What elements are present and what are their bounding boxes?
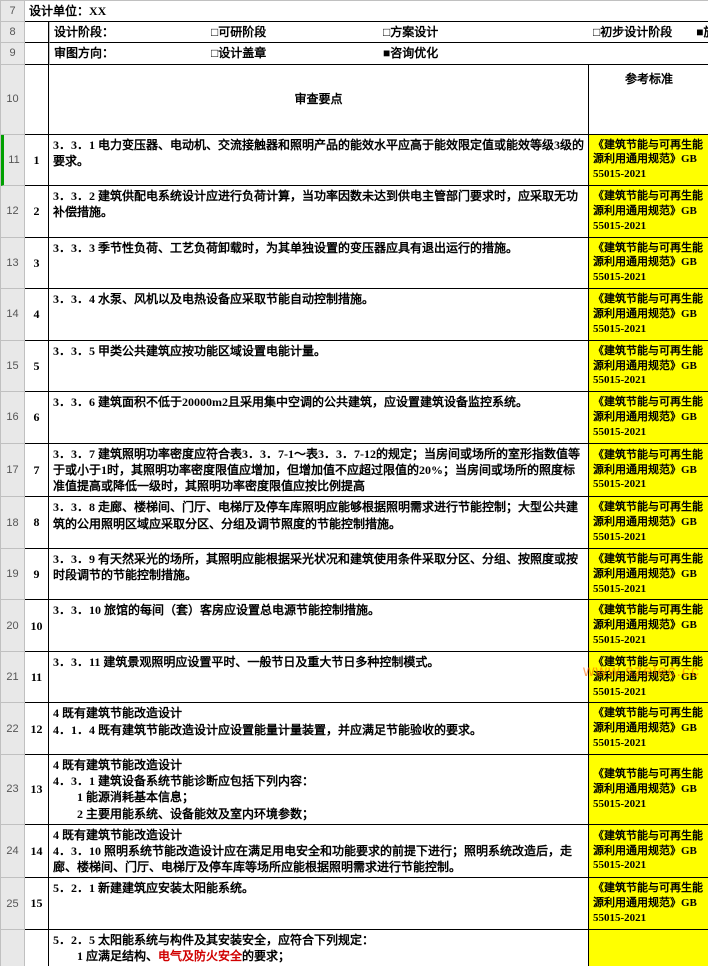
r10-spacer — [25, 65, 49, 135]
row-header-13: 13 — [1, 238, 25, 290]
num-13: 13 — [25, 755, 49, 825]
row-header-19: 19 — [1, 549, 25, 601]
std-6: 《建筑节能与可再生能源利用通用规范》GB 55015-2021 — [589, 392, 708, 444]
num-12: 12 — [25, 703, 49, 755]
row-header-26 — [1, 930, 25, 966]
std-13: 《建筑节能与可再生能源利用通用规范》GB 55015-2021 — [589, 755, 708, 825]
std-14: 《建筑节能与可再生能源利用通用规范》GB 55015-2021 — [589, 825, 708, 879]
ref-standard-title: 参考标准 — [625, 71, 673, 87]
num-6: 6 — [25, 392, 49, 444]
row-header-11: 11 — [1, 135, 25, 187]
std-15: 《建筑节能与可再生能源利用通用规范》GB 55015-2021 — [589, 878, 708, 930]
row-header-16: 16 — [1, 392, 25, 444]
num-7: 7 — [25, 444, 49, 498]
std-10: 《建筑节能与可再生能源利用通用规范》GB 55015-2021 — [589, 600, 708, 652]
item-12: 4 既有建筑节能改造设计 4．1．4 既有建筑节能改造设计应设置能量计量装置，并… — [49, 703, 589, 755]
num-16 — [25, 930, 49, 966]
row-header-12: 12 — [1, 186, 25, 238]
r8-spacer — [25, 22, 49, 43]
spreadsheet-grid: 7 设计单位：XX 8 设计阶段： □可研阶段 □方案设计 □初步设计阶段 ■施… — [0, 0, 708, 966]
row-header-7: 7 — [1, 1, 25, 22]
phase-opt-a: □可研阶段 — [207, 22, 379, 43]
num-14: 14 — [25, 825, 49, 879]
row-header-8: 8 — [1, 22, 25, 43]
item-7: 3．3．7 建筑照明功率密度应符合表3．3．7-1～表3．3．7-12的规定；当… — [49, 444, 589, 498]
review-opt-b: ■咨询优化 — [379, 43, 589, 64]
item-16: 5．2．5 太阳能系统与构件及其安装安全，应符合下列规定： 1 应满足结构、电气… — [49, 930, 589, 966]
design-unit-row: 设计单位：XX — [25, 1, 708, 22]
std-9: 《建筑节能与可再生能源利用通用规范》GB 55015-2021 — [589, 549, 708, 601]
row-header-25: 25 — [1, 878, 25, 930]
std-8: 《建筑节能与可再生能源利用通用规范》GB 55015-2021 — [589, 497, 708, 549]
num-1: 1 — [25, 135, 49, 187]
review-opt-a: □设计盖章 — [207, 43, 379, 64]
item-9: 3．3．9 有天然采光的场所，其照明应能根据采光状况和建筑使用条件采取分区、分组… — [49, 549, 589, 601]
std-1: 《建筑节能与可再生能源利用通用规范》GB 55015-2021 — [589, 135, 708, 187]
review-points-title: 审查要点 — [294, 91, 342, 107]
num-8: 8 — [25, 497, 49, 549]
r9-spacer — [25, 43, 49, 64]
review-dir-label: 审图方向： — [54, 45, 114, 61]
design-phase-label-cell: 设计阶段： — [49, 22, 207, 43]
review-points-header: 审查要点 — [49, 65, 589, 135]
review-opt-blank — [589, 43, 708, 64]
std-2: 《建筑节能与可再生能源利用通用规范》GB 55015-2021 — [589, 186, 708, 238]
row-header-22: 22 — [1, 703, 25, 755]
design-phase-label: 设计阶段： — [54, 24, 114, 40]
std-16 — [589, 930, 708, 966]
item-14: 4 既有建筑节能改造设计 4．3．10 照明系统节能改造设计应在满足用电安全和功… — [49, 825, 589, 879]
item-11: 3．3．11 建筑景观照明应设置平时、一般节日及重大节日多种控制模式。 — [49, 652, 589, 704]
design-unit-label: 设计单位：XX — [29, 3, 106, 19]
phase-opt-de: □初步设计阶段 ■施工图 — [589, 22, 708, 43]
item-15: 5．2．1 新建建筑应安装太阳能系统。 — [49, 878, 589, 930]
item-2: 3．3．2 建筑供配电系统设计应进行负荷计算，当功率因数未达到供电主管部门要求时… — [49, 186, 589, 238]
num-10: 10 — [25, 600, 49, 652]
item-10: 3．3．10 旅馆的每间（套）客房应设置总电源节能控制措施。 — [49, 600, 589, 652]
num-3: 3 — [25, 238, 49, 290]
item-1: 3．3．1 电力变压器、电动机、交流接触器和照明产品的能效水平应高于能效限定值或… — [49, 135, 589, 187]
num-4: 4 — [25, 289, 49, 341]
ref-standard-header: 参考标准 — [589, 65, 708, 135]
std-11: 《建筑节能与可再生能源利用通用规范》GB 55015-2021 — [589, 652, 708, 704]
row-header-14: 14 — [1, 289, 25, 341]
row-header-9: 9 — [1, 43, 25, 64]
row-header-23: 23 — [1, 755, 25, 825]
row-header-17: 17 — [1, 444, 25, 498]
row-header-24: 24 — [1, 825, 25, 879]
item-5: 3．3．5 甲类公共建筑应按功能区域设置电能计量。 — [49, 341, 589, 393]
red-text: 电气及防火安全 — [158, 949, 242, 963]
std-5: 《建筑节能与可再生能源利用通用规范》GB 55015-2021 — [589, 341, 708, 393]
num-2: 2 — [25, 186, 49, 238]
row-header-10: 10 — [1, 65, 25, 135]
std-4: 《建筑节能与可再生能源利用通用规范》GB 55015-2021 — [589, 289, 708, 341]
num-11: 11 — [25, 652, 49, 704]
num-5: 5 — [25, 341, 49, 393]
item-4: 3．3．4 水泵、风机以及电热设备应采取节能自动控制措施。 — [49, 289, 589, 341]
std-12: 《建筑节能与可再生能源利用通用规范》GB 55015-2021 — [589, 703, 708, 755]
review-dir-label-cell: 审图方向： — [49, 43, 207, 64]
item-8: 3．3．8 走廊、楼梯间、门厅、电梯厅及停车库照明应能够根据照明需求进行节能控制… — [49, 497, 589, 549]
item-6: 3．3．6 建筑面积不低于20000m2且采用集中空调的公共建筑，应设置建筑设备… — [49, 392, 589, 444]
item-13: 4 既有建筑节能改造设计 4．3．1 建筑设备系统节能诊断应包括下列内容： 1 … — [49, 755, 589, 825]
row-header-20: 20 — [1, 600, 25, 652]
row-header-18: 18 — [1, 497, 25, 549]
num-9: 9 — [25, 549, 49, 601]
num-15: 15 — [25, 878, 49, 930]
std-3: 《建筑节能与可再生能源利用通用规范》GB 55015-2021 — [589, 238, 708, 290]
row-header-21: 21 — [1, 652, 25, 704]
phase-opt-bc: □方案设计 — [379, 22, 589, 43]
std-7: 《建筑节能与可再生能源利用通用规范》GB 55015-2021 — [589, 444, 708, 498]
row-header-15: 15 — [1, 341, 25, 393]
item-3: 3．3．3 季节性负荷、工艺负荷卸载时，为其单独设置的变压器应具有退出运行的措施… — [49, 238, 589, 290]
